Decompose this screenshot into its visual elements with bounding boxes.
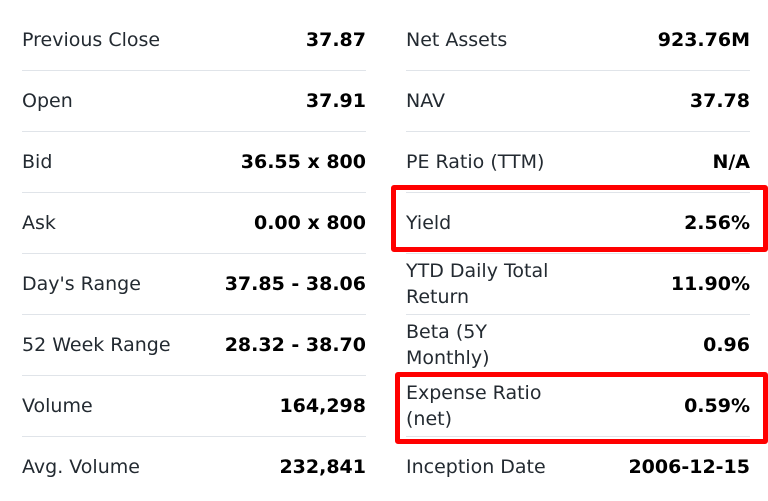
stat-label: Yield: [406, 212, 452, 234]
stat-row: Expense Ratio (net) 0.59%: [406, 376, 750, 437]
stat-row: Inception Date 2006-12-15: [406, 437, 750, 497]
stat-row: NAV 37.78: [406, 71, 750, 132]
stat-value: 37.91: [305, 90, 366, 112]
stat-row: Previous Close 37.87: [22, 10, 366, 71]
quote-summary-left: Previous Close 37.87 Open 37.91 Bid 36.55 x 8…: [22, 10, 366, 497]
stat-label: Expense Ratio (net): [406, 382, 542, 430]
stat-row: Yield 2.56%: [406, 193, 750, 254]
stat-value: 0.59%: [684, 395, 750, 417]
stat-row: YTD Daily Total Return 11.90%: [406, 254, 750, 315]
stat-label: Inception Date: [406, 456, 546, 478]
highlight-box-expense-ratio: [395, 372, 768, 444]
stat-row: Beta (5Y Monthly) 0.96: [406, 315, 750, 376]
stat-value: 2006-12-15: [628, 456, 750, 478]
stat-row: Bid 36.55 x 800: [22, 132, 366, 193]
stat-value: 0.00 x 800: [253, 212, 366, 234]
stat-label: Ask: [22, 212, 56, 234]
stat-label: Previous Close: [22, 29, 161, 51]
stat-value: 37.85 - 38.06: [224, 273, 366, 295]
stat-value: 232,841: [279, 456, 366, 478]
stat-label: Net Assets: [406, 29, 508, 51]
stat-label: YTD Daily Total Return: [406, 260, 549, 308]
highlight-box-yield: [391, 185, 768, 252]
stat-row: Ask 0.00 x 800: [22, 193, 366, 254]
stat-label: Bid: [22, 151, 53, 173]
stat-value: 923.76M: [657, 29, 750, 51]
stat-value: 28.32 - 38.70: [224, 334, 366, 356]
stat-label: Open: [22, 90, 73, 112]
stat-value: 36.55 x 800: [240, 151, 366, 173]
stat-row: Day's Range 37.85 - 38.06: [22, 254, 366, 315]
stat-value: 2.56%: [684, 212, 750, 234]
stat-row: Open 37.91: [22, 71, 366, 132]
quote-summary-right: Net Assets 923.76M NAV 37.78 PE Ratio (TTM) N…: [406, 10, 750, 497]
stat-row: PE Ratio (TTM) N/A: [406, 132, 750, 193]
stat-label: Volume: [22, 395, 93, 417]
stat-label: Day's Range: [22, 273, 141, 295]
stat-label: 52 Week Range: [22, 334, 171, 356]
stat-label: PE Ratio (TTM): [406, 151, 545, 173]
stat-value: 0.96: [703, 334, 750, 356]
stat-value: N/A: [712, 151, 750, 173]
stat-value: 37.78: [689, 90, 750, 112]
stat-value: 11.90%: [670, 273, 750, 295]
stat-row: Net Assets 923.76M: [406, 10, 750, 71]
stat-row: Volume 164,298: [22, 376, 366, 437]
stat-label: Avg. Volume: [22, 456, 140, 478]
stat-label: NAV: [406, 90, 445, 112]
stat-label: Beta (5Y Monthly): [406, 321, 490, 369]
stat-row: 52 Week Range 28.32 - 38.70: [22, 315, 366, 376]
stat-value: 37.87: [305, 29, 366, 51]
stat-row: Avg. Volume 232,841: [22, 437, 366, 497]
stat-value: 164,298: [279, 395, 366, 417]
